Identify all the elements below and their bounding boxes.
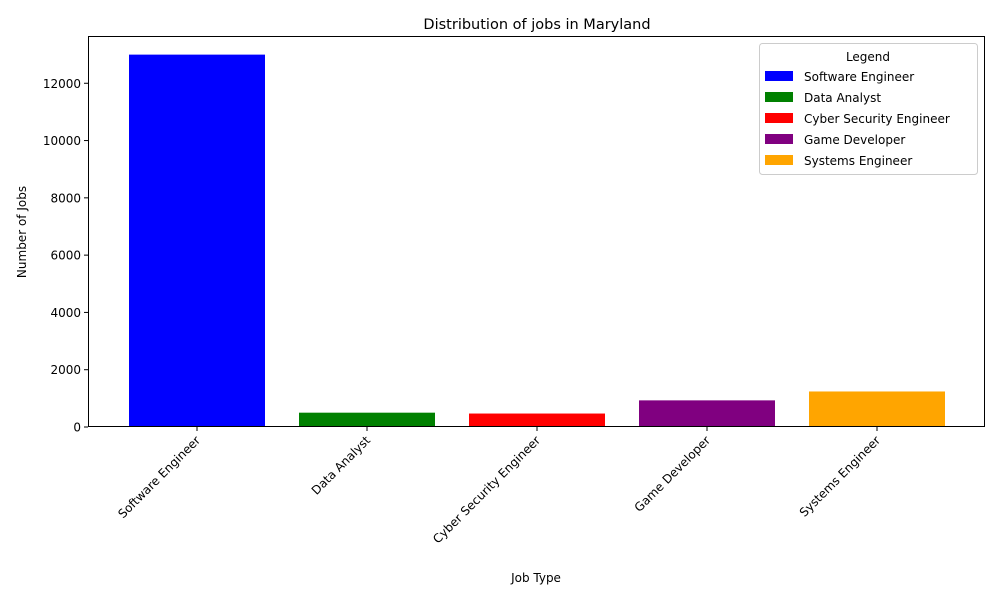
legend-label: Game Developer [804, 133, 905, 147]
bar [809, 391, 945, 427]
x-tick-label: Software Engineer [115, 433, 203, 521]
x-tick-label: Systems Engineer [797, 433, 883, 519]
legend-title: Legend [846, 50, 890, 64]
y-tick-label: 0 [73, 421, 81, 435]
plot-frame [88, 36, 985, 427]
x-tick-label: Data Analyst [309, 433, 374, 498]
y-axis-label: Number of Jobs [15, 186, 29, 278]
legend-label: Cyber Security Engineer [804, 112, 950, 126]
legend-frame [759, 43, 978, 175]
bar [639, 400, 775, 427]
chart-title: Distribution of jobs in Maryland [423, 17, 650, 33]
legend-swatch [765, 155, 793, 165]
y-tick-label: 6000 [50, 249, 81, 263]
bar [299, 412, 435, 427]
legend: Legend Software Engineer Data Analyst Cybe… [759, 43, 978, 175]
y-tick-label: 8000 [50, 191, 81, 205]
legend-swatch [765, 71, 793, 81]
legend-items: Software Engineer Data Analyst Cyber Secur… [765, 70, 950, 168]
legend-swatch [765, 134, 793, 144]
x-axis-ticks: Software Engineer Data Analyst Cyber Secur… [115, 427, 883, 546]
legend-swatch [765, 92, 793, 102]
y-tick-label: 10000 [43, 134, 81, 148]
x-tick-label: Game Developer [632, 433, 714, 515]
bar [129, 54, 265, 427]
y-tick-label: 2000 [50, 363, 81, 377]
x-axis-label: Job Type [510, 571, 561, 585]
bar [469, 413, 605, 427]
x-tick-label: Cyber Security Engineer [430, 433, 543, 546]
legend-swatch [765, 113, 793, 123]
bars [129, 54, 945, 427]
y-tick-label: 12000 [43, 77, 81, 91]
legend-label: Data Analyst [804, 91, 881, 105]
y-axis-ticks: 0 2000 4000 6000 8000 10000 12000 [43, 77, 88, 435]
legend-label: Systems Engineer [804, 154, 912, 168]
legend-label: Software Engineer [804, 70, 914, 84]
y-tick-label: 4000 [50, 306, 81, 320]
